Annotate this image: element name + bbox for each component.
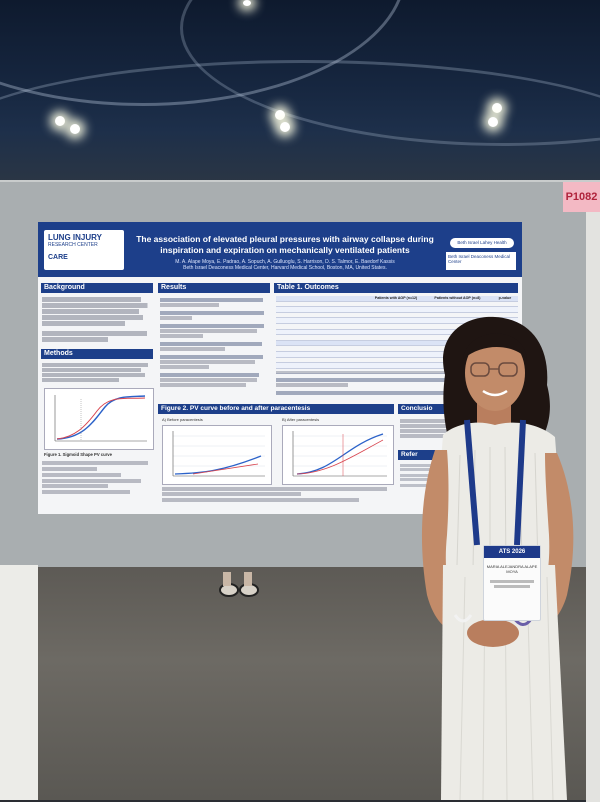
outcomes-table: Patients with AOP (n=12) Patients withou… — [276, 296, 518, 375]
ceiling-light — [275, 110, 285, 120]
ceiling-arc — [0, 60, 600, 185]
bidmc-logo: Beth Israel Deaconess Medical Center — [446, 252, 516, 270]
badge-conference: ATS 2026 — [484, 546, 540, 558]
conclusion-text — [400, 418, 456, 452]
ceiling-light — [55, 116, 65, 126]
section-table1: Table 1. Outcomes — [274, 283, 518, 293]
affiliation: Beth Israel Deaconess Medical Center, Ha… — [183, 265, 387, 271]
figure1-caption: Figure 1. Sigmoid Shape PV curve — [44, 452, 112, 457]
background-person-feet — [219, 572, 259, 597]
procedures-text — [42, 460, 152, 508]
ceiling-light — [70, 124, 80, 134]
figure2-before-label: A) Before paracentesis — [162, 417, 203, 422]
ceiling-light — [243, 0, 251, 6]
table-notes — [276, 370, 516, 400]
left-partition — [0, 565, 38, 800]
section-conclusion: Conclusio — [398, 404, 458, 414]
poster-authors: M. A. Alape Moya, E. Padrao, A. Sopuch, … — [130, 259, 440, 271]
poster-title: The association of elevated pleural pres… — [136, 234, 434, 255]
section-results: Results — [158, 283, 270, 293]
ceiling-light — [488, 117, 498, 127]
figure2-after-label: B) After paracentesis — [282, 417, 320, 422]
ceiling — [0, 0, 600, 185]
table-header: p-value — [496, 296, 518, 302]
conference-badge: ATS 2026 MARIA ALEJANDRA ALAPE MOYA — [483, 545, 541, 621]
table-header: Patients without AOP (n=8) — [432, 296, 497, 302]
section-methods: Methods — [41, 349, 153, 359]
figure2-before-chart — [162, 425, 272, 485]
booth-number-sign: P1082 — [563, 182, 600, 212]
figure1-pv-curve — [44, 388, 154, 450]
figure2-after-chart — [282, 425, 394, 485]
section-background: Background — [41, 283, 153, 293]
background-text — [42, 296, 152, 346]
presenter — [421, 316, 574, 800]
logo-line1: LUNG INJURY — [48, 233, 102, 242]
figure2-notes — [162, 486, 394, 506]
section-references: Refer — [398, 450, 458, 460]
badge-name: MARIA ALEJANDRA ALAPE MOYA — [486, 564, 538, 574]
ceiling-light — [492, 103, 502, 113]
table-header: Patients with AOP (n=12) — [372, 296, 433, 302]
lung-injury-logo: LUNG INJURY RESEARCH CENTER CARE — [44, 230, 124, 270]
ceiling-light — [280, 122, 290, 132]
logo-line2: RESEARCH CENTER — [48, 242, 98, 248]
methods-text — [42, 362, 152, 386]
section-figure2: Figure 2. PV curve before and after para… — [158, 404, 394, 414]
lahey-health-logo: Beth Israel Lahey Health — [450, 238, 514, 248]
author-list: M. A. Alape Moya, E. Padrao, A. Sopuch, … — [175, 259, 395, 265]
logo-line3: CARE — [48, 254, 68, 261]
results-text — [160, 297, 268, 400]
board-pole — [586, 182, 600, 802]
